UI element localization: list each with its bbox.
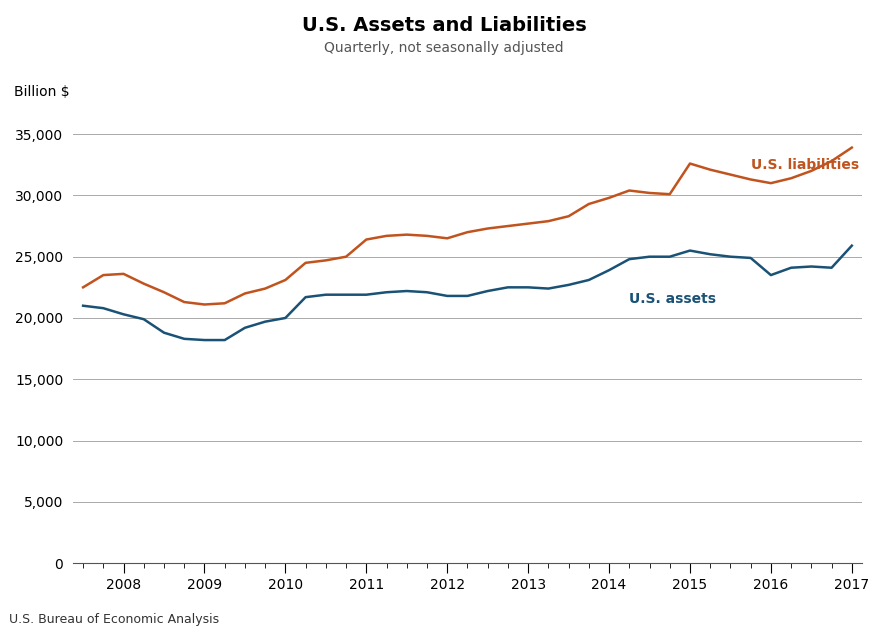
Text: U.S. assets: U.S. assets <box>630 292 717 307</box>
Text: U.S. Assets and Liabilities: U.S. Assets and Liabilities <box>302 16 586 35</box>
Text: Quarterly, not seasonally adjusted: Quarterly, not seasonally adjusted <box>324 41 564 55</box>
Text: Billion $: Billion $ <box>14 85 69 99</box>
Text: U.S. Bureau of Economic Analysis: U.S. Bureau of Economic Analysis <box>9 612 219 626</box>
Text: U.S. liabilities: U.S. liabilities <box>750 158 859 172</box>
